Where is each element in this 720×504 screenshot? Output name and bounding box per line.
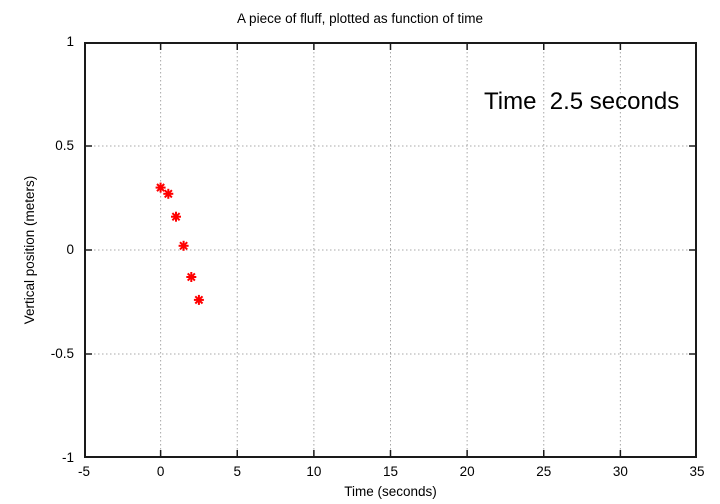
data-point-asterisk [186,272,197,282]
data-point-asterisk [155,182,166,193]
data-point-asterisk [171,211,181,222]
data-point-asterisk [193,294,204,305]
chart-title: A piece of fluff, plotted as function of… [237,11,483,26]
x-tick-label: 25 [536,464,552,479]
y-tick-label: 0 [66,242,74,257]
y-tick-label: 0.5 [55,138,74,153]
data-point-asterisk [178,240,189,251]
x-tick-label: -5 [77,464,90,479]
plot-area [84,42,697,458]
y-tick-label: -1 [61,450,74,465]
x-tick-label: 15 [382,464,399,479]
time-annotation: Time 2.5 seconds [484,88,680,115]
x-tick-label: 10 [306,464,322,479]
asterisk-arm [179,241,188,251]
x-tick-label: 5 [233,464,241,479]
asterisk-arm [156,183,165,192]
x-axis-label: Time (seconds) [344,484,437,499]
x-tick-label: 20 [459,464,475,479]
plot-canvas [84,42,697,458]
y-tick-label: 1 [66,34,74,49]
plot-border [84,42,697,458]
asterisk-arm [194,295,204,305]
x-tick-label: 0 [156,464,165,479]
y-tick-label: -0.5 [50,346,74,361]
asterisk-arm [163,189,173,199]
data-point-asterisk [163,188,174,199]
x-tick-label: 30 [612,464,628,479]
x-tick-label: 35 [689,464,705,479]
asterisk-arm [171,212,181,222]
asterisk-arm [186,272,196,282]
